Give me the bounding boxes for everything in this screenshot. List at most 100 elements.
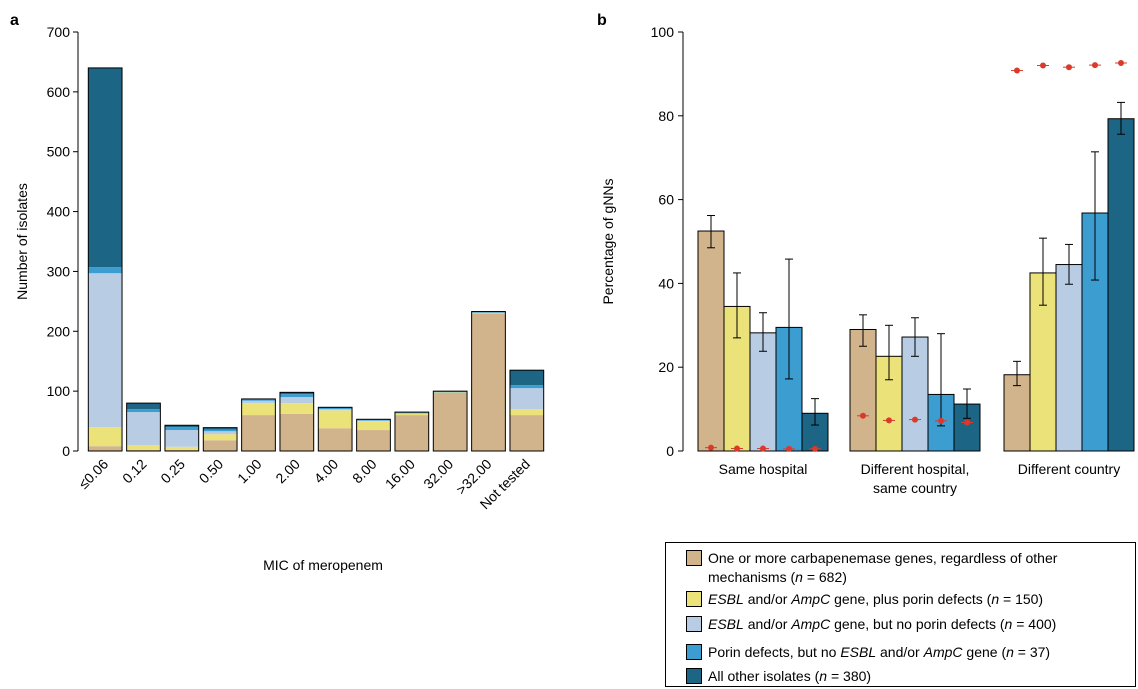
bar-segment-other: [126, 403, 161, 410]
bar-segment-esbl_porin: [241, 403, 276, 416]
bar-segment-other: [509, 370, 544, 386]
legend-text-part: AmpC: [791, 616, 831, 632]
bar-segment-porin_only: [471, 312, 506, 313]
y-axis-label: Number of isolates: [14, 183, 30, 300]
bar-segment-esbl_porin: [356, 421, 391, 431]
legend-text-part: gene, plus porin defects (: [830, 591, 992, 607]
bar-segment-carbapenemase: [356, 430, 391, 451]
legend-text-part: = 37): [1013, 644, 1051, 660]
bar-segment-porin_only: [279, 394, 314, 398]
bar-segment-esbl_no_porin: [88, 273, 123, 428]
bar-outline: [164, 424, 200, 452]
y-tick-label: 100: [47, 383, 71, 399]
bar-outline: [394, 411, 430, 452]
bar-segment-other: [164, 425, 199, 428]
y-tick-label: 60: [658, 192, 674, 208]
bar-carbapenemase: [697, 230, 725, 452]
legend-text-part: n: [1004, 616, 1013, 632]
legend-text-part: = 400): [1012, 616, 1057, 632]
bar-segment-esbl_porin: [88, 427, 123, 447]
y-tick-label: 300: [47, 263, 71, 279]
bar-segment-carbapenemase: [164, 449, 199, 451]
reference-dot: [912, 416, 918, 423]
bar-outline: [126, 402, 161, 452]
legend-text-part: All other isolates (: [708, 668, 820, 684]
bar-outline: [432, 390, 468, 452]
bar-segment-carbapenemase: [471, 313, 506, 451]
legend-swatch: [686, 550, 702, 566]
x-axis-label: MIC of meropenem: [263, 557, 383, 573]
x-tick-label: 16.00: [382, 456, 418, 492]
bar-carbapenemase: [849, 328, 877, 452]
legend-text-part: ESBL: [708, 616, 744, 632]
legend-text-part: Porin defects, but no: [708, 644, 841, 660]
legend-text-part: gene, but no porin defects (: [830, 616, 1005, 632]
bar-segment-porin_only: [88, 267, 123, 274]
legend-text-part: AmpC: [791, 591, 831, 607]
bar-outline: [87, 67, 123, 452]
bar-segment-porin_only: [509, 385, 544, 389]
bar-segment-carbapenemase: [394, 415, 429, 451]
reference-dot: [860, 412, 866, 419]
reference-dot: [708, 444, 714, 451]
bar-outline: [356, 418, 391, 452]
legend-swatch: [686, 616, 702, 632]
reference-dot: [734, 445, 740, 452]
group-label: Different hospital,: [861, 461, 970, 477]
bar-segment-esbl_no_porin: [126, 412, 161, 446]
group-label: same country: [873, 480, 957, 496]
y-tick-label: 80: [658, 108, 674, 124]
x-tick-label: ≤0.06: [75, 456, 111, 492]
bar-segment-esbl_porin: [471, 312, 506, 314]
legend-text-part: and/or: [876, 644, 924, 660]
legend-item-porin_only: Porin defects, but no ESBL and/or AmpC g…: [686, 643, 1131, 662]
legend-text-part: AmpC: [923, 644, 963, 660]
x-tick-label: 8.00: [349, 456, 380, 487]
y-tick-label: 40: [658, 275, 674, 291]
legend-item-esbl_no_porin: ESBL and/or AmpC gene, but no porin defe…: [686, 615, 1131, 634]
bar-segment-esbl_no_porin: [203, 431, 238, 435]
y-axis-label: Percentage of gNNs: [600, 178, 616, 304]
bar-segment-carbapenemase: [279, 413, 314, 451]
y-tick-label: 200: [47, 323, 71, 339]
bar-segment-porin_only: [126, 409, 161, 413]
legend-swatch: [686, 591, 702, 607]
legend-text-part: n: [795, 569, 803, 585]
bar-segment-carbapenemase: [203, 440, 238, 451]
legend-text-part: and/or: [743, 616, 792, 632]
group-label: Same hospital: [719, 461, 808, 477]
bar-segment-esbl_porin: [126, 445, 161, 450]
bar-segment-porin_only: [164, 427, 199, 431]
legend-text-part: = 380): [827, 668, 872, 684]
bar-segment-carbapenemase: [88, 446, 123, 451]
group-label: Different country: [1018, 461, 1120, 477]
panel-b-chart: 0 20 40 60 80 100 Percentage of gNNs Same hospi…: [600, 24, 1135, 496]
bar-segment-esbl_porin: [394, 413, 429, 416]
legend-label: Porin defects, but no ESBL and/or AmpC g…: [708, 643, 1050, 662]
x-tick-label: 4.00: [311, 456, 342, 487]
y-tick-label: 600: [47, 84, 71, 100]
legend-swatch: [686, 668, 702, 684]
bar-segment-carbapenemase: [433, 392, 468, 451]
bar-segment-esbl_porin: [279, 403, 314, 414]
legend-item-esbl_porin: ESBL and/or AmpC gene, plus porin defect…: [686, 590, 1131, 609]
reference-dot: [760, 445, 766, 452]
bar-segment-other: [203, 427, 238, 430]
bar-segment-esbl_no_porin: [279, 397, 314, 404]
bar-segment-carbapenemase: [241, 415, 276, 451]
bar-outline: [471, 311, 506, 452]
x-tick-label: 0.12: [119, 456, 150, 487]
bar-segment-porin_only: [356, 419, 391, 421]
reference-dot: [886, 417, 892, 424]
bar-outline: [241, 398, 276, 452]
x-tick-label: 0.50: [196, 456, 227, 487]
reference-dot: [812, 445, 818, 452]
x-tick-label: 1.00: [234, 456, 265, 487]
reference-dot: [1118, 60, 1124, 67]
y-tick-label: 0: [666, 443, 674, 459]
reference-dot: [1014, 67, 1020, 74]
bar-segment-esbl_porin: [318, 410, 353, 429]
legend-text-part: gene (: [962, 644, 1007, 660]
legend-text-part: = 150): [999, 591, 1044, 607]
bar-segment-porin_only: [241, 399, 276, 401]
